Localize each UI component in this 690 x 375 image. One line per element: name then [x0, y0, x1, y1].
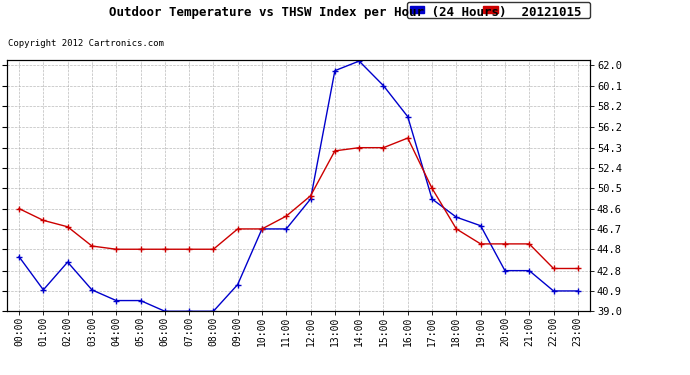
Legend: THSW  (°F), Temperature  (°F): THSW (°F), Temperature (°F) — [407, 2, 590, 18]
Text: Copyright 2012 Cartronics.com: Copyright 2012 Cartronics.com — [8, 39, 164, 48]
Text: Outdoor Temperature vs THSW Index per Hour (24 Hours)  20121015: Outdoor Temperature vs THSW Index per Ho… — [109, 6, 581, 19]
